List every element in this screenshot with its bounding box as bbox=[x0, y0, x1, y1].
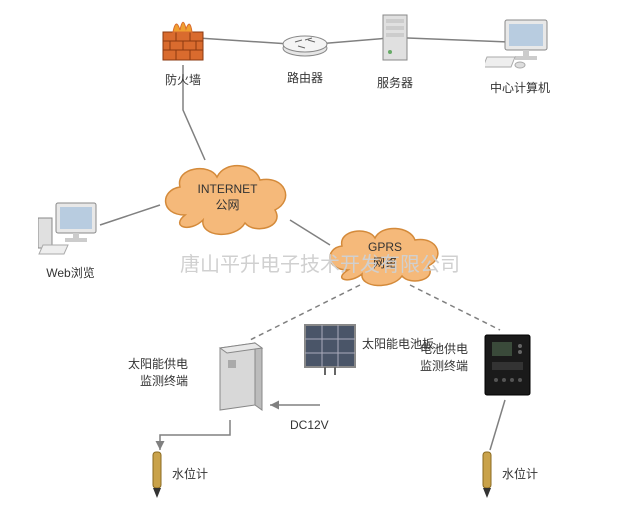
router-label: 路由器 bbox=[280, 69, 330, 86]
pc-icon bbox=[38, 200, 103, 255]
solar-panel-icon bbox=[300, 320, 360, 375]
sensor-icon bbox=[480, 450, 494, 500]
cloud-gprs-label: GPRS 网络 bbox=[368, 240, 402, 271]
node-firewall: 防火墙 bbox=[158, 12, 208, 88]
center-pc-label: 中心计算机 bbox=[485, 79, 555, 96]
router-icon bbox=[280, 30, 330, 60]
node-sensor1 bbox=[150, 450, 164, 505]
dc12v-label: DC12V bbox=[290, 418, 329, 432]
node-center-pc: 中心计算机 bbox=[485, 15, 555, 96]
node-solar-box bbox=[210, 340, 265, 420]
sensor-icon bbox=[150, 450, 164, 500]
node-web-pc: Web浏览 bbox=[38, 200, 103, 281]
node-server: 服务器 bbox=[375, 10, 415, 91]
node-battery-box bbox=[480, 330, 535, 405]
cloud-gprs: GPRS 网络 bbox=[320, 220, 450, 290]
firewall-label: 防火墙 bbox=[158, 71, 208, 88]
web-pc-label: Web浏览 bbox=[38, 264, 103, 281]
terminal-icon bbox=[480, 330, 535, 400]
node-router: 路由器 bbox=[280, 30, 330, 86]
pc-icon bbox=[485, 15, 555, 70]
cloud-internet-label: INTERNET 公网 bbox=[198, 182, 258, 213]
server-label: 服务器 bbox=[375, 74, 415, 91]
sensor1-label: 水位计 bbox=[172, 465, 208, 482]
battery-box-label: 电池供电 监测终端 bbox=[420, 340, 468, 374]
server-icon bbox=[375, 10, 415, 65]
node-sensor2 bbox=[480, 450, 494, 505]
solar-box-label: 太阳能供电 监测终端 bbox=[128, 355, 188, 389]
cloud-internet: INTERNET 公网 bbox=[155, 155, 300, 240]
cabinet-icon bbox=[210, 340, 265, 415]
firewall-icon bbox=[158, 12, 208, 62]
node-solar-panel bbox=[300, 320, 360, 380]
sensor2-label: 水位计 bbox=[502, 465, 538, 482]
